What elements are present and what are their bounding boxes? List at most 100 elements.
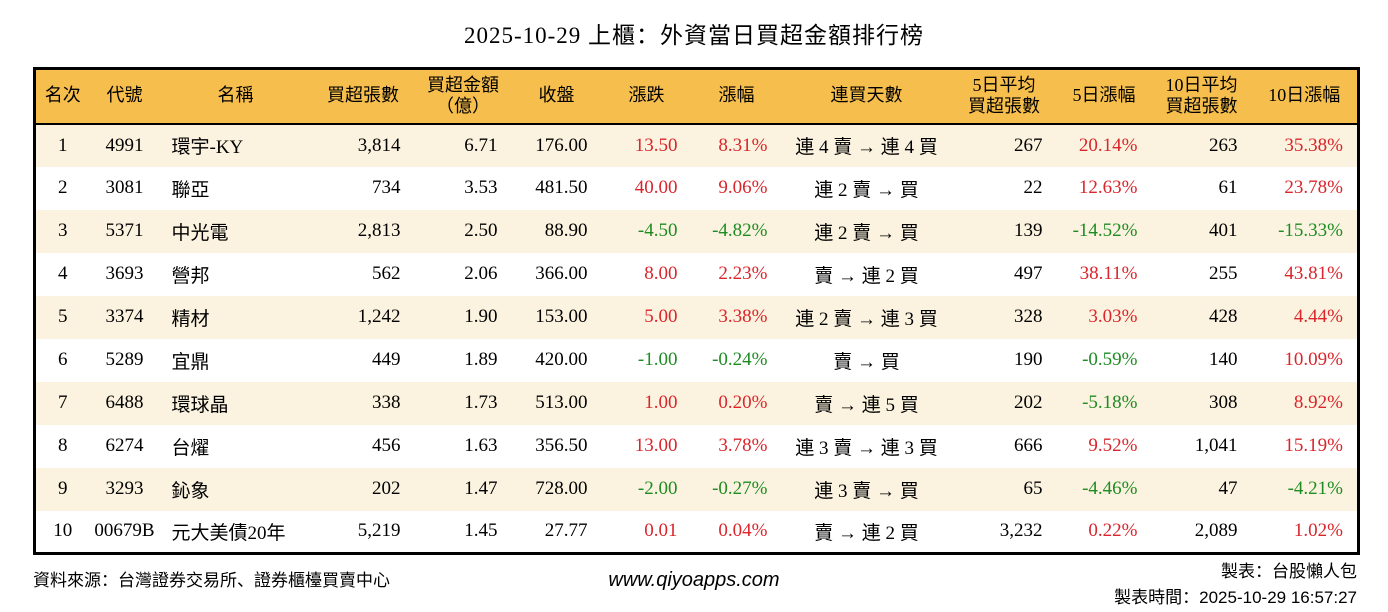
- cell-rank: 1: [58, 134, 68, 156]
- cell-code: 3693: [105, 263, 144, 284]
- cell-close: 728.00: [535, 478, 588, 499]
- cell-name: 中光電: [171, 222, 229, 244]
- cell-change-pct: 3.78%: [718, 435, 768, 456]
- cell-rank: 10: [53, 520, 73, 542]
- cell-change: 1.00: [644, 392, 678, 413]
- col-header-rank: 名次: [44, 85, 81, 106]
- cell-code: 6274: [105, 435, 144, 456]
- cell-pct10: 23.78%: [1284, 177, 1343, 198]
- col-header-change-pct: 漲幅: [718, 85, 755, 106]
- cell-avg5-volume: 202: [1014, 392, 1043, 413]
- cell-change: -1.00: [637, 349, 678, 370]
- cell-change: 5.00: [644, 306, 678, 327]
- cell-pct5: 38.11%: [1079, 263, 1138, 284]
- cell-avg10-volume: 263: [1209, 134, 1238, 156]
- cell-pct10: 35.38%: [1284, 134, 1343, 156]
- cell-change: 40.00: [634, 177, 678, 198]
- cell-buy-volume: 2,813: [357, 220, 401, 241]
- col-header-change: 漲跌: [628, 85, 665, 106]
- cell-avg10-volume: 61: [1218, 177, 1238, 198]
- col-header-close: 收盤: [538, 85, 575, 106]
- cell-buy-volume: 338: [372, 392, 401, 413]
- cell-avg5-volume: 267: [1014, 134, 1043, 156]
- cell-buy-amount: 6.71: [464, 134, 498, 156]
- cell-streak: 賣 → 連 2 買: [814, 522, 919, 544]
- cell-name: 環宇-KY: [171, 137, 244, 158]
- col-header-pct5: 5日漲幅: [1072, 85, 1136, 106]
- cell-streak: 賣 → 連 5 買: [814, 394, 919, 416]
- table-header-row: 名次 代號 名稱 買超張數 買超金額 （億） 收盤 漲跌 漲幅 連買天數 5日平均 買超張數 5日漲…: [34, 68, 1359, 124]
- cell-avg5-volume: 3,232: [999, 520, 1043, 542]
- cell-buy-amount: 1.89: [464, 349, 498, 370]
- cell-streak: 賣 → 連 2 買: [814, 265, 919, 287]
- table-row: 5 3374 精材 1,242 1.90 153.00 5.00 3.38% 連 2 賣 → 連…: [34, 295, 1359, 339]
- cell-pct5: -4.46%: [1082, 478, 1138, 499]
- cell-code: 3293: [105, 478, 144, 499]
- cell-streak: 連 4 賣 → 連 4 買: [795, 137, 938, 158]
- cell-change: 8.00: [644, 263, 678, 284]
- cell-avg10-volume: 140: [1209, 349, 1238, 370]
- cell-buy-amount: 1.47: [464, 478, 498, 499]
- cell-buy-amount: 3.53: [464, 177, 498, 198]
- col-header-pct10: 10日漲幅: [1268, 85, 1341, 106]
- cell-close: 513.00: [535, 392, 588, 413]
- cell-name: 台燿: [171, 437, 210, 459]
- col-header-buy-amount: 買超金額 （億）: [427, 74, 499, 117]
- cell-code: 5289: [105, 349, 144, 370]
- cell-pct5: -0.59%: [1082, 349, 1138, 370]
- cell-pct10: 10.09%: [1284, 349, 1343, 370]
- cell-avg10-volume: 1,041: [1194, 435, 1238, 456]
- cell-name: 元大美債20年: [171, 522, 286, 544]
- table-maker: 製表：台股懶人包: [1221, 562, 1357, 581]
- cell-buy-amount: 1.73: [464, 392, 498, 413]
- cell-pct5: 3.03%: [1088, 306, 1138, 327]
- cell-pct5: -14.52%: [1072, 220, 1138, 241]
- cell-close: 366.00: [535, 263, 588, 284]
- cell-buy-amount: 2.50: [464, 220, 498, 241]
- cell-avg5-volume: 666: [1014, 435, 1043, 456]
- footer: 資料來源：台灣證券交易所、證券櫃檯買賣中心 www.qiyoapps.com 製…: [0, 558, 1388, 612]
- cell-change-pct: -0.27%: [712, 478, 768, 499]
- table-body: 1 4991 環宇-KY 3,814 6.71 176.00 13.50 8.31% 連 4 賣…: [34, 123, 1359, 554]
- cell-close: 481.50: [535, 177, 588, 198]
- cell-change: 13.00: [634, 435, 678, 456]
- cell-pct10: -4.21%: [1287, 478, 1343, 499]
- cell-change-pct: 9.06%: [718, 177, 768, 198]
- cell-pct10: 1.02%: [1293, 520, 1343, 542]
- cell-avg10-volume: 255: [1209, 263, 1238, 284]
- cell-code: 00679B: [94, 520, 155, 542]
- cell-change-pct: 8.31%: [718, 134, 768, 156]
- col-header-avg10-volume: 10日平均 買超張數: [1165, 74, 1238, 117]
- col-header-code: 代號: [106, 85, 143, 106]
- cell-streak: 連 2 賣 → 連 3 買: [795, 308, 938, 330]
- cell-rank: 6: [58, 349, 68, 370]
- cell-buy-volume: 5,219: [357, 520, 401, 542]
- cell-avg5-volume: 190: [1014, 349, 1043, 370]
- cell-name: 聯亞: [171, 179, 210, 201]
- cell-rank: 3: [58, 220, 68, 241]
- col-header-streak: 連買天數: [830, 85, 903, 106]
- cell-change-pct: 0.04%: [718, 520, 768, 542]
- cell-buy-volume: 202: [372, 478, 401, 499]
- cell-buy-volume: 1,242: [357, 306, 401, 327]
- data-source-note: 資料來源：台灣證券交易所、證券櫃檯買賣中心: [33, 571, 390, 590]
- cell-code: 3081: [105, 177, 144, 198]
- cell-avg10-volume: 428: [1209, 306, 1238, 327]
- cell-avg10-volume: 308: [1209, 392, 1238, 413]
- ranking-table-container: 名次 代號 名稱 買超張數 買超金額 （億） 收盤 漲跌 漲幅 連買天數 5日平均 買超張數 5日漲…: [33, 67, 1360, 555]
- cell-streak: 連 3 賣 → 買: [814, 480, 919, 502]
- cell-name: 環球晶: [171, 394, 229, 416]
- cell-pct5: -5.18%: [1082, 392, 1138, 413]
- cell-close: 153.00: [535, 306, 588, 327]
- cell-avg10-volume: 401: [1209, 220, 1238, 241]
- col-header-buy-volume: 買超張數: [327, 85, 399, 106]
- cell-code: 3374: [105, 306, 144, 327]
- cell-streak: 賣 → 買: [833, 351, 900, 373]
- table-row: 4 3693 營邦 562 2.06 366.00 8.00 2.23% 賣 → 連 2 買 49…: [34, 252, 1359, 296]
- cell-code: 4991: [105, 134, 144, 156]
- table-made-time: 製表時間：2025-10-29 16:57:27: [1114, 587, 1357, 607]
- website-url: www.qiyoapps.com: [608, 569, 780, 591]
- cell-streak: 連 2 賣 → 買: [814, 179, 919, 201]
- cell-streak: 連 3 賣 → 連 3 買: [795, 437, 938, 459]
- table-row: 7 6488 環球晶 338 1.73 513.00 1.00 0.20% 賣 → 連 5 買 2…: [34, 381, 1359, 425]
